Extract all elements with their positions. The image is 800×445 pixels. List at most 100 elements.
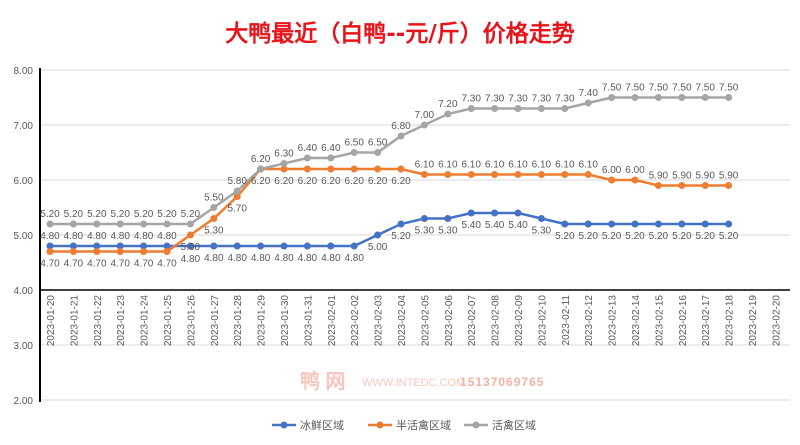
data-point (420, 171, 428, 178)
data-label: 6.30 (274, 149, 294, 160)
data-point (678, 182, 686, 189)
x-tick-label: 2023-01-26 (186, 295, 197, 347)
data-label: 5.00 (181, 242, 201, 253)
data-point (654, 220, 662, 228)
data-point (186, 231, 194, 239)
x-tick-label: 2023-02-20 (771, 295, 782, 347)
data-point (561, 220, 569, 228)
data-point (46, 242, 54, 250)
data-label: 7.30 (485, 94, 505, 105)
x-tick-label: 2023-02-13 (608, 295, 619, 347)
data-label: 5.90 (672, 171, 692, 182)
data-label: 6.80 (391, 121, 411, 132)
data-point (140, 248, 148, 255)
data-label: 7.50 (602, 83, 622, 94)
data-point (69, 242, 77, 250)
series-line-2 (50, 96, 729, 226)
y-tick-label: 5.00 (14, 231, 34, 242)
data-label: 5.20 (695, 231, 715, 242)
data-point (350, 242, 358, 250)
data-point (303, 242, 311, 250)
data-point (186, 220, 194, 228)
y-tick-label: 4.00 (14, 286, 34, 297)
chart-title: 大鸭最近（白鸭--元/斤）价格走势 (225, 21, 575, 47)
data-label: 5.90 (719, 171, 739, 182)
data-label: 7.20 (438, 99, 458, 110)
data-label: 5.20 (134, 209, 154, 220)
data-point (444, 110, 452, 118)
data-point (233, 242, 241, 250)
data-label: 4.80 (110, 231, 130, 242)
data-point (467, 171, 475, 178)
data-point (397, 220, 405, 228)
x-tick-label: 2023-01-25 (163, 295, 174, 347)
data-point (93, 220, 101, 228)
data-point (467, 105, 475, 112)
watermark-phone: 15137069765 (460, 375, 544, 389)
data-point (491, 105, 499, 112)
data-point (631, 220, 639, 228)
x-tick-label: 2023-02-19 (748, 295, 759, 347)
data-label: 5.50 (204, 193, 224, 204)
data-point (701, 220, 709, 228)
data-label: 5.90 (695, 171, 715, 182)
data-label: 5.20 (87, 209, 107, 220)
data-point (608, 176, 616, 184)
legend-label: 冰鲜区域 (300, 418, 344, 432)
data-label: 5.20 (649, 231, 669, 242)
data-point (654, 94, 662, 101)
data-label: 5.20 (625, 231, 645, 242)
data-label: 6.20 (298, 176, 318, 187)
x-tick-label: 2023-02-03 (374, 295, 385, 347)
data-label: 6.10 (415, 160, 435, 171)
data-label: 4.80 (134, 231, 154, 242)
data-label: 6.20 (368, 176, 388, 187)
data-point (46, 248, 54, 255)
data-label: 4.80 (87, 231, 107, 242)
data-label: 4.80 (40, 231, 60, 242)
data-point (584, 171, 592, 178)
x-tick-label: 2023-01-27 (210, 295, 221, 347)
data-label: 4.70 (40, 259, 60, 270)
data-label: 5.20 (555, 231, 575, 242)
data-label: 6.20 (251, 176, 271, 187)
data-label: 5.30 (415, 226, 435, 237)
data-label: 5.40 (461, 220, 481, 231)
watermark-url: WWW.INTEDC.COM (362, 377, 465, 389)
data-label: 7.00 (415, 110, 435, 121)
data-point (491, 171, 499, 178)
data-point (514, 209, 522, 217)
legend-marker (280, 421, 288, 429)
data-label: 6.20 (391, 176, 411, 187)
data-point (210, 242, 218, 250)
data-point (257, 165, 265, 173)
data-point (233, 193, 241, 200)
data-point (584, 99, 592, 107)
data-label: 5.20 (110, 209, 130, 220)
data-point (350, 149, 358, 156)
data-point (514, 105, 522, 112)
data-point (537, 105, 545, 112)
data-label: 7.50 (625, 83, 645, 94)
data-point (303, 165, 311, 173)
data-point (725, 94, 733, 101)
data-label: 4.80 (298, 253, 318, 264)
data-point (233, 187, 241, 195)
data-label: 5.40 (508, 220, 528, 231)
data-label: 4.80 (204, 253, 224, 264)
data-point (444, 215, 452, 222)
data-label: 5.30 (204, 226, 224, 237)
data-point (374, 231, 382, 239)
x-tick-label: 2023-02-07 (467, 295, 478, 347)
data-label: 4.80 (227, 253, 247, 264)
data-label: 5.20 (578, 231, 598, 242)
data-point (561, 171, 569, 178)
watermark-brand: 鸭 网 (300, 370, 346, 393)
data-point (514, 171, 522, 178)
data-label: 4.80 (181, 254, 201, 265)
data-point (327, 154, 335, 162)
x-tick-label: 2023-02-18 (725, 295, 736, 347)
x-tick-label: 2023-02-01 (327, 295, 338, 347)
x-tick-label: 2023-02-10 (537, 295, 548, 347)
data-label: 4.80 (321, 253, 341, 264)
